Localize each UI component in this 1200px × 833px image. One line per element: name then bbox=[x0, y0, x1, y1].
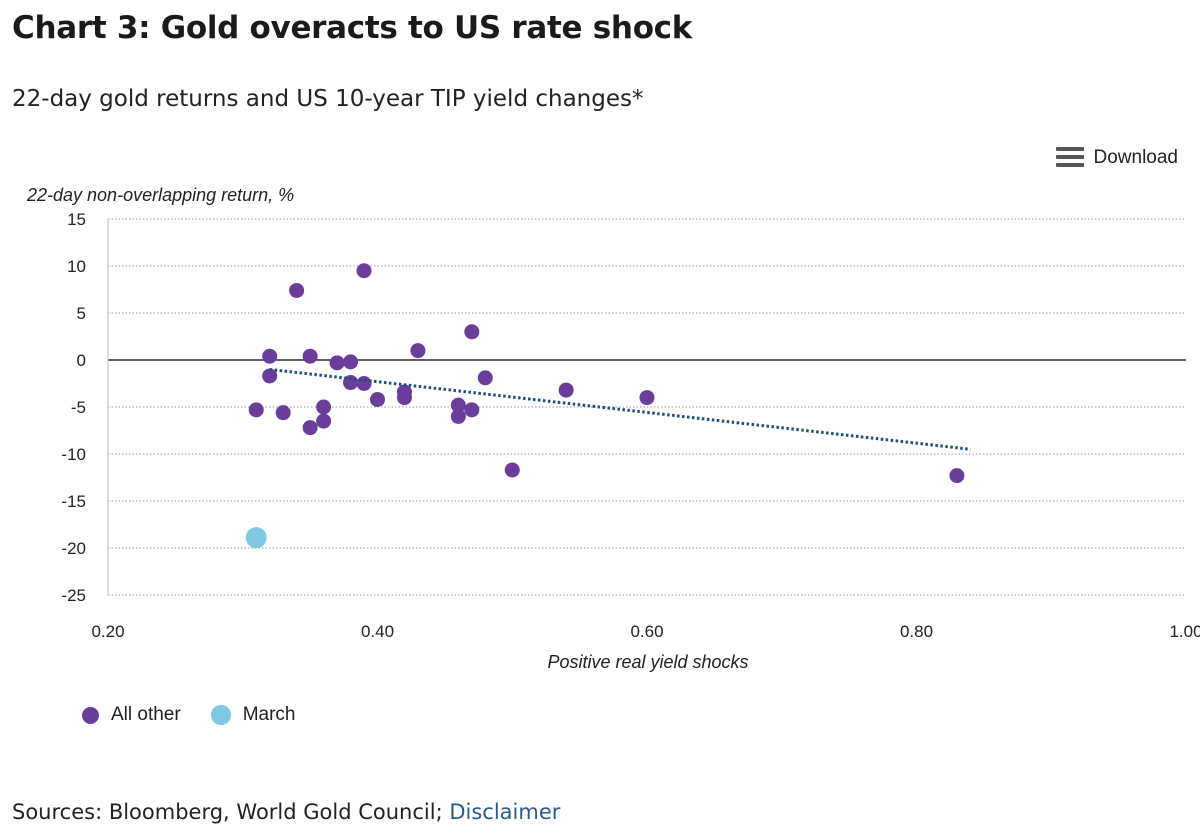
x-tick-label: 1.00 bbox=[1169, 622, 1200, 641]
x-axis-label: Positive real yield shocks bbox=[547, 652, 748, 672]
data-point-all-other bbox=[558, 382, 574, 398]
x-tick-label: 0.60 bbox=[630, 622, 663, 641]
data-point-all-other bbox=[396, 390, 412, 406]
data-point-all-other bbox=[343, 354, 359, 370]
x-tick-label: 0.20 bbox=[91, 622, 124, 641]
data-point-all-other bbox=[450, 397, 466, 413]
grid-lines bbox=[108, 218, 1186, 549]
download-label: Download bbox=[1093, 147, 1179, 168]
disclaimer-link[interactable]: Disclaimer bbox=[449, 800, 561, 824]
data-point-all-other bbox=[949, 468, 965, 484]
trend-line bbox=[269, 367, 971, 451]
chart-area: 22-day non-overlapping return, % 15 10 5 0 -… bbox=[0, 180, 1200, 680]
data-point-all-other bbox=[450, 408, 466, 424]
legend-marker-march bbox=[210, 705, 231, 725]
sources-text: Sources: Bloomberg, World Gold Council; bbox=[12, 800, 450, 824]
data-point-all-other bbox=[302, 420, 318, 436]
data-point-all-other bbox=[410, 343, 426, 359]
y-axis-label: 22-day non-overlapping return, % bbox=[26, 185, 294, 205]
y-tick-label: 15 bbox=[67, 210, 86, 229]
legend-item-march[interactable]: March bbox=[210, 704, 296, 726]
trend-line-segment bbox=[269, 367, 971, 451]
x-tick-label: 0.40 bbox=[361, 622, 394, 641]
y-tick-label: -15 bbox=[61, 492, 86, 511]
menu-icon bbox=[1055, 147, 1084, 169]
y-tick-label: 5 bbox=[77, 304, 86, 323]
legend-item-all-other[interactable]: All other bbox=[82, 704, 181, 726]
data-point-all-other bbox=[262, 368, 278, 384]
download-button[interactable]: Download bbox=[1055, 147, 1179, 169]
data-point-march bbox=[245, 527, 267, 549]
data-point-all-other bbox=[477, 370, 493, 386]
y-tick-label: -20 bbox=[61, 539, 86, 558]
y-tick-label: -5 bbox=[71, 398, 86, 417]
chart-title: Chart 3: Gold overacts to US rate shock bbox=[12, 10, 693, 46]
chart-subtitle: 22-day gold returns and US 10-year TIP y… bbox=[12, 86, 644, 112]
data-point-all-other bbox=[370, 391, 385, 407]
y-tick-label: 0 bbox=[77, 351, 86, 370]
sources-footer: Sources: Bloomberg, World Gold Council; … bbox=[12, 800, 560, 824]
data-point-all-other bbox=[504, 462, 520, 478]
data-points bbox=[245, 263, 965, 549]
data-point-all-other bbox=[464, 324, 480, 340]
data-point-all-other bbox=[356, 376, 372, 391]
data-point-all-other bbox=[464, 402, 480, 418]
data-point-all-other bbox=[248, 402, 264, 418]
legend-label-all-other: All other bbox=[111, 704, 181, 725]
chart-legend: All other March bbox=[82, 704, 326, 726]
data-point-all-other bbox=[356, 263, 372, 279]
data-point-all-other bbox=[316, 399, 332, 415]
data-point-all-other bbox=[262, 348, 278, 364]
data-point-all-other bbox=[302, 348, 318, 364]
y-tick-labels: 15 10 5 0 -5 -10 -15 -20 -25 bbox=[61, 210, 86, 605]
data-point-all-other bbox=[316, 413, 332, 429]
y-tick-label: -25 bbox=[61, 586, 86, 605]
data-point-all-other bbox=[639, 390, 655, 406]
scatter-chart: 22-day non-overlapping return, % 15 10 5 0 -… bbox=[26, 185, 1200, 672]
data-point-all-other bbox=[289, 282, 305, 298]
y-tick-label: 10 bbox=[67, 257, 86, 276]
data-point-all-other bbox=[275, 405, 291, 421]
x-tick-labels: 0.20 0.40 0.60 0.80 1.00 bbox=[91, 622, 1200, 641]
legend-label-march: March bbox=[242, 704, 296, 725]
y-tick-label: -10 bbox=[61, 445, 86, 464]
x-tick-label: 0.80 bbox=[900, 622, 933, 641]
legend-marker-all-other bbox=[82, 706, 99, 724]
axes bbox=[107, 219, 1186, 596]
data-point-all-other bbox=[329, 355, 345, 371]
